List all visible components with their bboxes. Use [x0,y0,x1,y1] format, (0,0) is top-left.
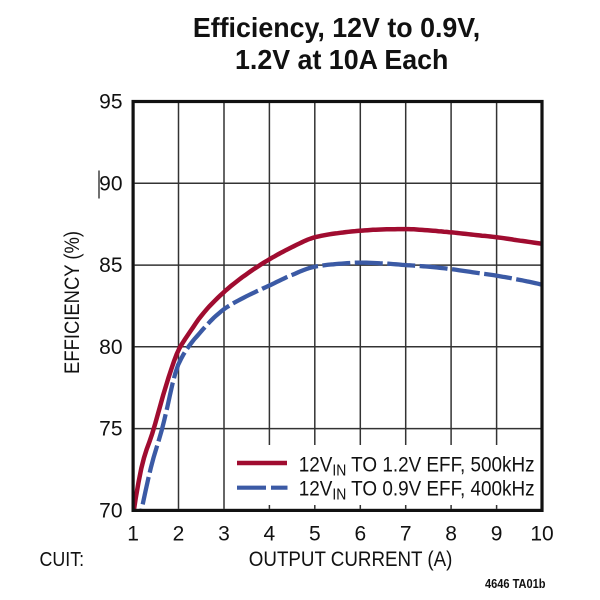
svg-text:9: 9 [491,523,503,546]
svg-text:6: 6 [354,523,366,546]
svg-text:1.2V at 10A Each: 1.2V at 10A Each [235,44,448,76]
svg-text:4646 TA01b: 4646 TA01b [485,576,546,591]
svg-text:80: 80 [99,336,122,359]
svg-text:10: 10 [530,523,553,546]
svg-text:1: 1 [127,523,139,546]
svg-text:4: 4 [264,523,276,546]
svg-text:CUIT:: CUIT: [40,549,85,571]
svg-text:85: 85 [99,254,122,277]
svg-text:5: 5 [309,523,321,546]
svg-text:2: 2 [173,523,185,546]
svg-text:8: 8 [445,523,457,546]
svg-text:70: 70 [99,499,122,522]
svg-text:Efficiency, 12V to 0.9V,: Efficiency, 12V to 0.9V, [193,12,480,44]
svg-text:3: 3 [218,523,230,546]
svg-text:95: 95 [99,91,122,114]
svg-text:OUTPUT CURRENT (A): OUTPUT CURRENT (A) [249,548,453,571]
svg-text:75: 75 [99,418,122,441]
svg-text:7: 7 [400,523,412,546]
svg-text:EFFICIENCY (%): EFFICIENCY (%) [61,231,84,374]
svg-text:90: 90 [99,172,122,195]
